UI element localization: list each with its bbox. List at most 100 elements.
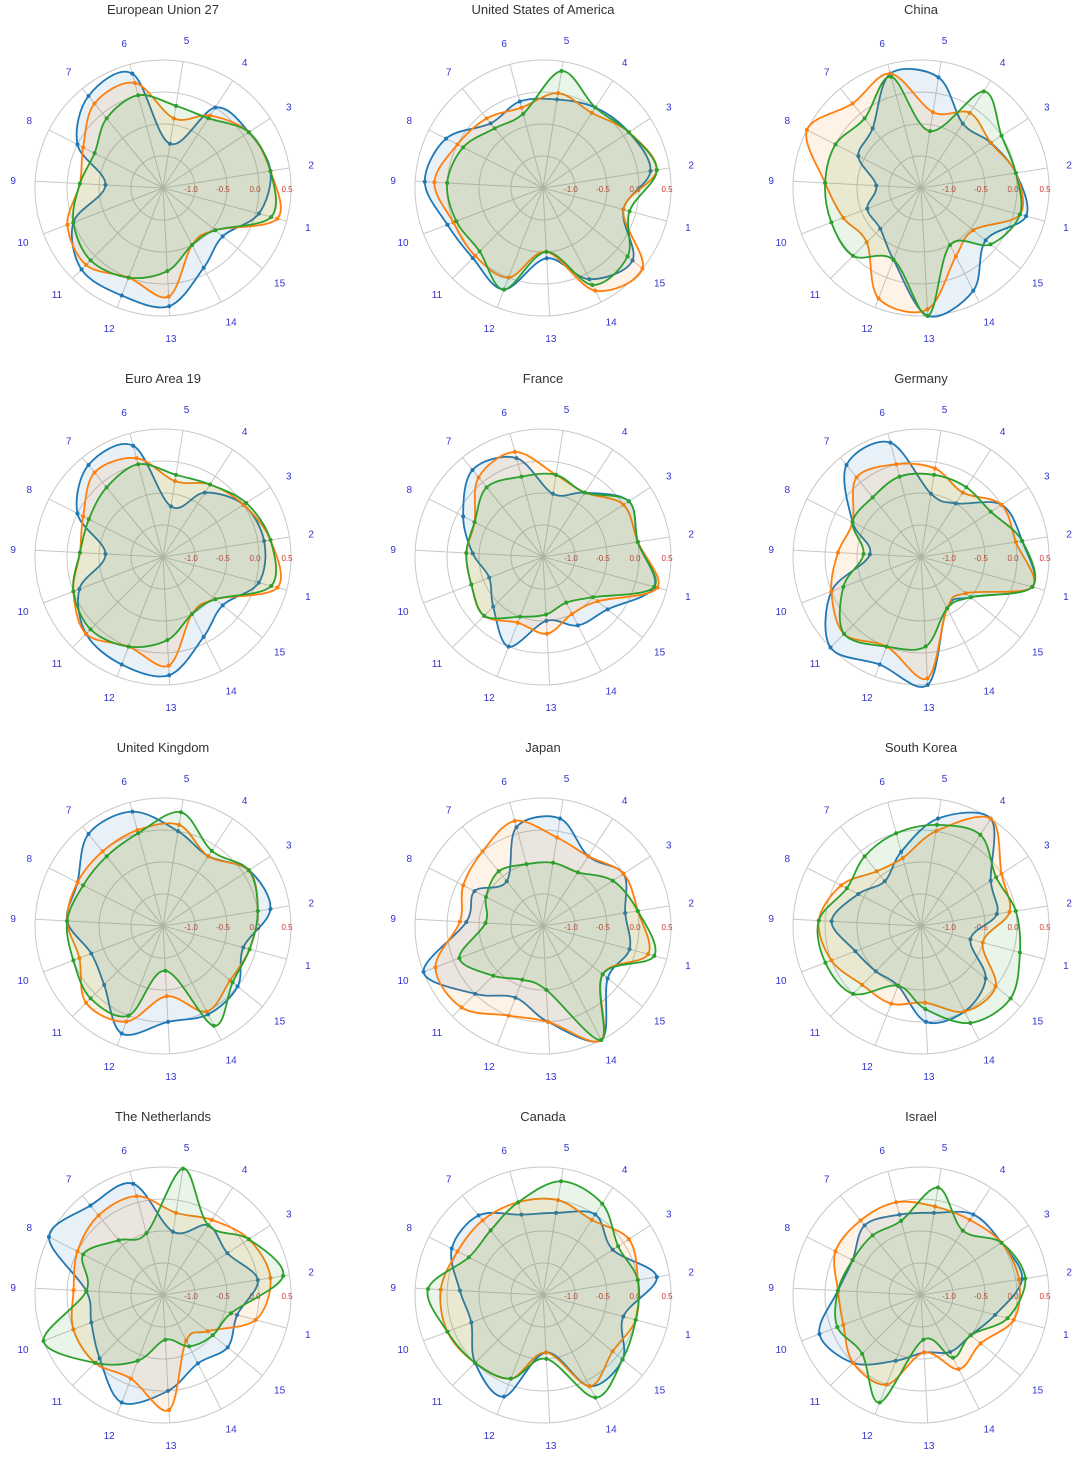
data-point <box>923 644 928 649</box>
ring-label: -0.5 <box>974 185 988 194</box>
grid-spoke <box>162 925 171 1054</box>
data-point <box>835 1288 840 1293</box>
data-point <box>213 228 218 233</box>
data-point <box>558 816 563 821</box>
grid-spoke <box>920 187 1021 269</box>
data-point <box>559 69 564 74</box>
data-point <box>978 832 983 837</box>
data-point <box>235 1312 240 1317</box>
axis-label: 10 <box>17 238 29 249</box>
data-point <box>988 816 993 821</box>
data-point <box>519 1212 524 1217</box>
data-point <box>620 1357 625 1362</box>
axis-label: 10 <box>775 607 787 618</box>
data-point <box>100 849 105 854</box>
data-point <box>894 462 899 467</box>
data-point <box>480 1218 485 1223</box>
data-point <box>496 869 501 874</box>
series-area <box>71 1196 271 1411</box>
data-point <box>166 294 171 299</box>
series-area <box>427 1181 640 1398</box>
data-point <box>470 467 475 472</box>
data-point <box>936 816 941 821</box>
grid-spokes <box>793 61 1048 316</box>
axis-label: 10 <box>775 1345 787 1356</box>
series-line <box>450 1210 658 1398</box>
grid-spoke <box>162 61 184 189</box>
grid-spoke <box>162 167 290 189</box>
data-point <box>134 1194 139 1199</box>
radar-panel: Euro Area 19-1.0 -0.5 0.0 0.512345678910111… <box>10 371 314 714</box>
data-point <box>262 538 267 543</box>
data-point <box>504 879 509 884</box>
radar-panel: Canada-1.0 -0.5 0.0 0.512345678910111213141… <box>390 1109 694 1452</box>
series-line <box>65 811 259 1027</box>
grid-ring <box>510 1262 576 1328</box>
data-point <box>269 583 274 588</box>
axis-label: 11 <box>810 1028 821 1039</box>
data-point <box>968 937 973 942</box>
data-point <box>184 1338 189 1343</box>
axis-label: 1 <box>305 592 311 603</box>
data-point <box>210 1333 215 1338</box>
data-point <box>654 167 659 172</box>
axis-label: 9 <box>768 914 774 925</box>
grid-spoke <box>920 1294 929 1423</box>
grid-ring <box>34 59 292 317</box>
ring-label: 0.0 <box>629 923 641 932</box>
data-point <box>884 644 889 649</box>
ring-label: -1.0 <box>564 185 578 194</box>
data-point <box>253 1317 258 1322</box>
data-point <box>96 1213 101 1218</box>
data-point <box>71 220 76 225</box>
grid-rings <box>414 428 672 686</box>
grid-spoke <box>162 556 171 685</box>
axis-label: 2 <box>1066 530 1072 541</box>
axis-label: 13 <box>923 703 935 714</box>
grid-ring <box>34 797 292 1055</box>
axis-label: 1 <box>685 223 691 234</box>
grid-spoke <box>162 536 290 558</box>
data-point <box>246 1237 251 1242</box>
data-point <box>844 462 849 467</box>
data-point <box>519 474 524 479</box>
data-point <box>88 996 93 1001</box>
data-point <box>605 607 610 612</box>
data-point <box>477 249 482 254</box>
axis-label: 15 <box>654 278 666 289</box>
axis-label: 5 <box>564 36 570 47</box>
grid-spoke <box>793 1287 922 1296</box>
data-point <box>88 627 93 632</box>
data-point <box>1011 1317 1016 1322</box>
grid-ring <box>856 492 986 622</box>
panel-title: United States of America <box>471 2 615 17</box>
data-point <box>593 1395 598 1400</box>
grid-spoke <box>162 818 234 927</box>
ring-label: -0.5 <box>596 554 610 563</box>
data-point <box>1007 909 1012 914</box>
grid-spoke <box>162 556 287 591</box>
data-point <box>206 1223 211 1228</box>
grid-spokes <box>793 799 1048 1054</box>
grid-spokes <box>35 799 290 1054</box>
data-point <box>244 500 249 505</box>
data-point <box>46 1234 51 1239</box>
data-point <box>167 1408 172 1413</box>
data-point <box>570 612 575 617</box>
grid-ring <box>888 524 954 590</box>
data-point <box>804 127 809 132</box>
series-area <box>48 1183 258 1405</box>
series-line <box>834 1186 1027 1404</box>
grid-spoke <box>887 1171 922 1296</box>
data-point <box>544 249 549 254</box>
data-point <box>623 910 628 915</box>
grid-rings <box>792 1166 1050 1424</box>
grid-spoke <box>806 129 922 189</box>
data-point <box>520 977 525 982</box>
series-line <box>48 1182 259 1405</box>
data-point <box>587 1384 592 1389</box>
grid-ring <box>414 59 672 317</box>
ring-label: 0.0 <box>1007 554 1019 563</box>
axis-label: 6 <box>121 39 127 50</box>
radar-panel: Israel-1.0 -0.5 0.0 0.512345678910111213141… <box>768 1109 1072 1452</box>
